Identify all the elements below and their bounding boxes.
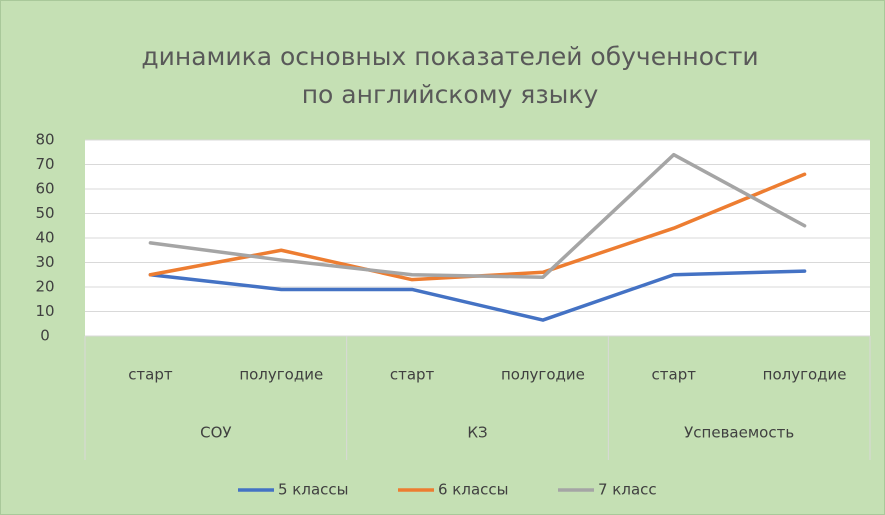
x-tick-label: полугодие [239,366,323,384]
group-label: КЗ [467,424,487,442]
x-tick-label: старт [390,366,435,384]
y-tick-label: 20 [35,278,54,296]
series-line [148,269,807,322]
legend-label: 5 классы [278,481,349,499]
x-tick-label: старт [652,366,697,384]
y-tick-label: 80 [35,131,54,149]
y-tick-label: 40 [35,229,54,247]
y-tick-label: 70 [35,155,54,173]
y-tick-label: 50 [35,204,54,222]
group-label: СОУ [200,424,231,442]
legend-label: 7 класс [598,481,657,499]
y-tick-label: 0 [40,327,50,345]
group-label: Успеваемость [684,424,794,442]
x-tick-label: полугодие [501,366,585,384]
chart-title: по английскому языку [302,80,599,109]
y-tick-label: 10 [35,302,54,320]
x-tick-label: старт [128,366,173,384]
y-tick-label: 30 [35,253,54,271]
chart-title: динамика основных показателей обученност… [141,42,758,71]
series-line [148,152,807,279]
x-tick-label: полугодие [763,366,847,384]
legend-label: 6 классы [438,481,509,499]
y-tick-label: 60 [35,180,54,198]
